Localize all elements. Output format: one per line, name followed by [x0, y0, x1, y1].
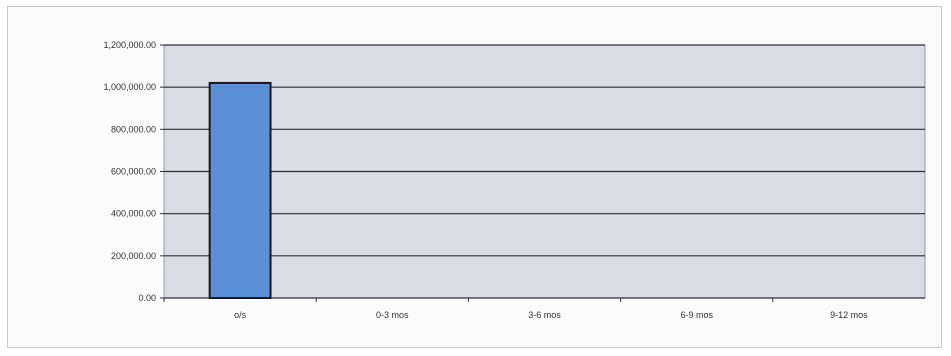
y-tick-label: 800,000.00	[111, 124, 156, 134]
x-tick-label: 3-6 mos	[528, 310, 561, 320]
gridlines	[160, 44, 925, 299]
y-tick-label: 600,000.00	[111, 167, 156, 177]
y-tick-label: 1,000,000.00	[103, 82, 156, 92]
y-tick-label: 200,000.00	[111, 251, 156, 261]
x-tick-label: 9-12 mos	[830, 310, 868, 320]
x-tick-label: 6-9 mos	[680, 310, 713, 320]
bar-o-s	[208, 81, 272, 299]
bars	[208, 81, 272, 299]
y-tick-label: 1,200,000.00	[103, 40, 156, 50]
y-tick-label: 0.00	[138, 293, 156, 303]
x-tick-label: o/s	[234, 310, 247, 320]
x-tick-label: 0-3 mos	[376, 310, 409, 320]
y-axis-tick-labels: 0.00 200,000.00 400,000.00 600,000.00 800,00…	[103, 40, 156, 303]
x-axis-tick-labels: o/s 0-3 mos 3-6 mos 6-9 mos 9-12 mos	[163, 298, 868, 320]
y-tick-label: 400,000.00	[111, 209, 156, 219]
